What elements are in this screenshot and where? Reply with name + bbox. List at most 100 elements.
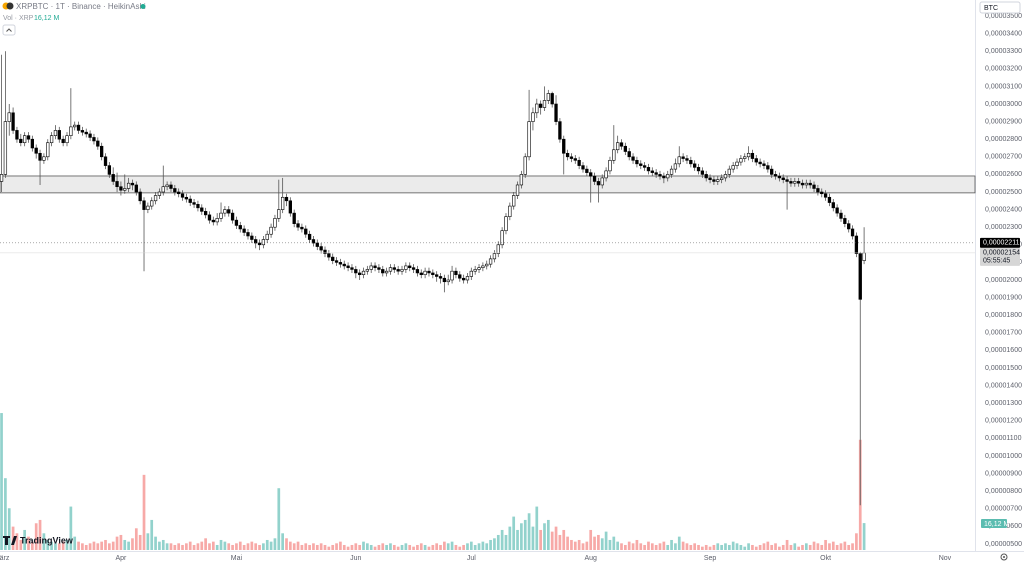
volume-bar [150,519,154,550]
candle-body [334,260,339,263]
volume-bar [593,536,596,550]
candle-body [438,276,443,279]
volume-bar [161,539,165,550]
volume-bar [173,544,177,550]
volume-bar [608,539,612,550]
candle-body [623,145,628,152]
candle-body [789,181,793,184]
candle-body [639,163,643,166]
candle-body [612,149,616,161]
volume-bar [627,541,631,550]
volume-bar [300,544,304,550]
volume-bar [793,543,797,550]
chart-title[interactable]: XRPBTC · 1T · Binance · HeikinAshi [16,2,146,11]
candle-body [735,161,739,166]
volume-bar [181,544,184,550]
volume-bar [350,544,354,550]
volume-bar [335,543,338,550]
currency-box[interactable] [979,1,1021,14]
candle-body [689,160,693,165]
volume-bar [446,543,450,550]
y-tick-label: 0,00002000 [985,277,1022,284]
volume-bar [828,543,831,550]
volume-bar [643,544,646,550]
candle-body [642,165,647,168]
volume-bar [816,543,820,550]
price-label: 0,00002211 [983,240,1020,247]
volume-bar [781,544,785,550]
candle-body [635,160,639,165]
volume-bar [308,544,311,550]
volume-bar [550,531,554,550]
volume-bar [242,544,246,550]
y-tick-label: 0,00002400 [985,206,1022,213]
volume-bar [296,541,300,550]
settings-icon-dot [1003,556,1005,558]
y-tick-label: 0,00001700 [985,330,1022,337]
volume-bar [196,543,200,550]
candle-body [261,239,266,246]
candle-body [392,267,396,270]
volume-bar [831,541,835,550]
volume-bar [273,538,277,550]
candle-body [61,138,65,144]
candle-body [492,253,497,260]
candle-body [542,100,547,108]
volume-bar [493,538,496,550]
volume-bar [789,544,793,550]
volume-bar [19,539,23,550]
volume-bar [704,544,708,550]
candle-body [288,200,292,214]
candle-body [265,233,269,240]
candle-body [369,265,373,270]
volume-bar [258,544,261,550]
volume-bar [462,544,465,550]
volume-bar [227,543,231,550]
volume-bar [558,534,562,550]
candle-body [219,212,223,219]
candle-body [311,239,316,244]
candle-body [423,270,427,276]
candle-body [708,177,712,180]
candle-body [796,181,801,184]
candle-body [719,177,724,180]
collapse-button[interactable] [2,24,16,36]
volume-bar [119,534,123,550]
volume-bar [169,543,173,550]
volume-bar [454,544,458,550]
candle-body [7,112,11,122]
x-tick-label: Mai [231,555,243,562]
volume-bar [458,546,462,550]
candle-body [500,230,504,246]
volume-bar [88,543,92,550]
candle-body [781,177,785,180]
candle-body [504,216,508,232]
candle-body [342,263,346,267]
currency-label[interactable]: BTC [984,5,998,12]
candle-body [107,165,112,175]
volume-bar [585,541,589,550]
y-tick-label: 0,00003200 [985,66,1022,73]
candle-body [481,265,485,268]
volume-bar [204,538,207,550]
volume-bar [304,543,308,550]
volume-bar [57,543,61,550]
settings-icon[interactable] [1000,553,1008,561]
volume-bar [504,534,508,550]
collapse-icon [6,28,12,32]
candle-body [358,272,362,276]
y-tick-label: 0,00001100 [985,435,1022,442]
volume-bar [658,543,662,550]
candle-body [111,174,115,182]
candle-body [589,172,593,177]
candle-body [242,228,246,233]
logo-text[interactable]: TradingView [20,535,74,545]
volume-bar [662,541,666,550]
volume-bar [770,544,774,550]
x-tick-label: März [0,555,10,562]
y-tick-label: 0,00000900 [985,470,1022,477]
candle-body [758,161,762,165]
candle-body [669,168,674,175]
candle-body [49,135,54,144]
